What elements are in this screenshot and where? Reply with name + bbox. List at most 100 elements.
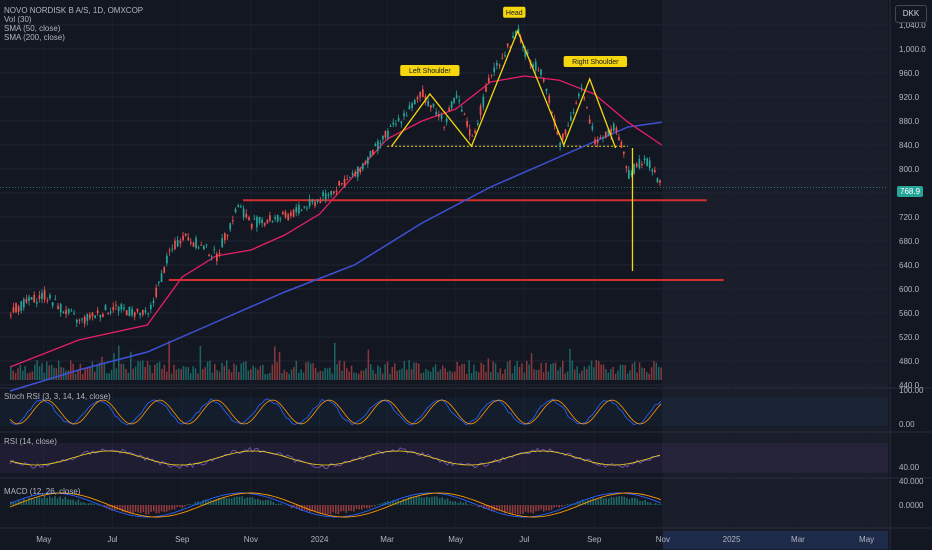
macd-histogram-bar <box>49 496 51 505</box>
candle-body <box>559 142 562 147</box>
candle-body <box>284 211 287 218</box>
candle-body <box>197 247 200 249</box>
left-shoulder-label: Left Shoulder <box>409 68 451 75</box>
candle-body <box>282 212 284 215</box>
volume-bar <box>557 370 559 380</box>
macd-histogram-bar <box>108 505 111 510</box>
price-tick-label: 480.0 <box>899 357 920 366</box>
macd-histogram-bar <box>439 498 441 505</box>
macd-histogram-bar <box>324 505 327 515</box>
rsi-band <box>0 443 888 473</box>
volume-bar <box>622 364 624 380</box>
volume-bar <box>300 369 302 380</box>
candle-body <box>493 67 496 73</box>
candle-body <box>351 173 354 175</box>
macd-histogram-bar <box>145 505 147 515</box>
macd-histogram-bar <box>88 503 90 505</box>
future-zone <box>662 0 888 550</box>
volume-bar <box>389 373 391 380</box>
volume-bar <box>132 368 134 380</box>
macd-histogram-bar <box>116 505 119 510</box>
rsi-ma-line <box>9 450 661 466</box>
volume-bar <box>233 363 235 380</box>
macd-histogram-bar <box>25 500 28 505</box>
candle-body <box>524 50 527 57</box>
macd-histogram-bar <box>342 505 345 511</box>
macd-histogram-bar <box>353 505 355 512</box>
candle-body <box>107 313 109 315</box>
macd-histogram-bar <box>376 504 379 505</box>
macd-histogram-bar <box>212 500 215 505</box>
volume-bar <box>566 371 569 380</box>
candle-body <box>427 101 430 106</box>
macd-histogram-bar <box>218 497 220 505</box>
volume-bar <box>343 361 346 380</box>
macd-histogram-bar <box>462 502 464 505</box>
volume-bar <box>242 361 245 380</box>
volume-bar <box>96 364 98 380</box>
currency-selector[interactable]: DKK <box>895 5 927 23</box>
volume-bar <box>593 367 595 380</box>
candle-body <box>638 158 641 169</box>
macd-histogram-bar <box>569 504 571 505</box>
volume-bar <box>113 352 115 380</box>
candle-body <box>517 28 520 34</box>
volume-bar <box>547 371 550 380</box>
macd-histogram-bar <box>311 505 314 512</box>
macd-histogram-bar <box>179 505 181 508</box>
volume-bar <box>348 371 350 380</box>
candle-body <box>392 122 395 125</box>
volume-bar <box>94 371 96 380</box>
macd-histogram-bar <box>293 505 295 508</box>
candle-body <box>604 131 607 138</box>
volume-bar <box>19 364 22 380</box>
macd-histogram-bar <box>210 500 212 505</box>
candle-body <box>498 64 501 66</box>
volume-bar <box>470 373 473 380</box>
candle-body <box>578 93 580 97</box>
macd-histogram-bar <box>272 501 275 505</box>
macd-histogram-bar <box>56 498 59 505</box>
candle-body <box>83 316 86 324</box>
volume-bar <box>55 368 58 380</box>
candle-body <box>160 273 163 282</box>
volume-bar <box>70 360 72 380</box>
volume-bar <box>634 361 636 380</box>
volume-bar <box>456 361 458 380</box>
macd-histogram-bar <box>134 505 137 512</box>
volume-bar <box>60 367 62 380</box>
candle-body <box>474 130 476 134</box>
volume-bar <box>144 367 146 380</box>
time-tick-label: Jul <box>107 535 117 544</box>
head-shoulders-pattern-line <box>391 29 617 149</box>
candle-body <box>190 242 192 244</box>
candle-body <box>419 91 422 98</box>
volume-bar <box>36 360 38 380</box>
candle-body <box>610 128 612 135</box>
macd-histogram-bar <box>355 505 358 510</box>
volume-bar <box>312 363 314 380</box>
macd-histogram-bar <box>36 497 38 505</box>
candle-body <box>479 105 482 115</box>
macd-histogram-bar <box>649 502 652 505</box>
macd-histogram-bar <box>129 505 132 514</box>
macd-histogram-bar <box>171 505 173 510</box>
macd-histogram-bar <box>132 505 134 515</box>
candle-body <box>471 135 474 137</box>
macd-histogram-bar <box>558 505 561 508</box>
macd-histogram-bar <box>654 502 657 505</box>
volume-bar <box>451 372 454 380</box>
volume-bar <box>418 363 420 380</box>
macd-histogram-bar <box>644 499 646 505</box>
macd-histogram-bar <box>527 505 529 513</box>
candle-body <box>364 162 367 165</box>
candle-body <box>397 118 400 121</box>
candle-body <box>176 240 179 247</box>
candle-body <box>128 307 131 316</box>
candle-body <box>356 166 359 177</box>
candle-body <box>279 218 282 220</box>
macd-histogram-bar <box>556 505 558 507</box>
volume-bar <box>127 372 130 380</box>
stoch-d-line <box>9 399 662 425</box>
